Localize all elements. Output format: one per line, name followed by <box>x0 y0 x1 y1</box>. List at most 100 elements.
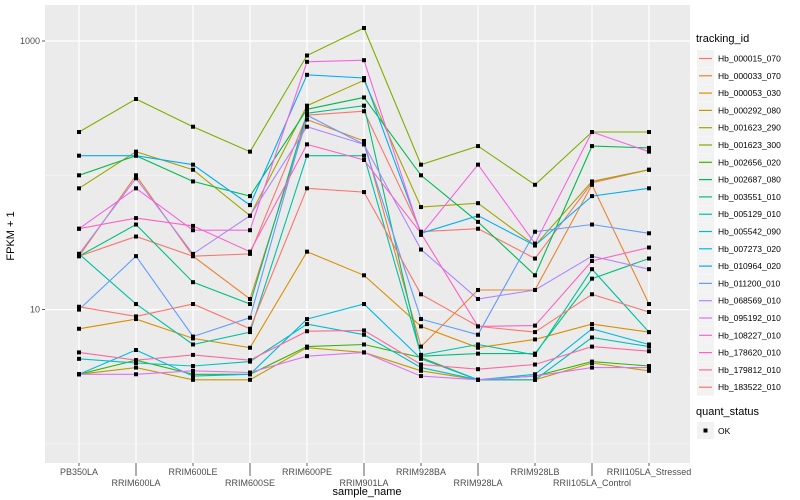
data-point <box>419 374 423 379</box>
legend-label: Hb_005542_090 <box>718 227 781 237</box>
data-point <box>419 317 423 322</box>
data-point <box>590 179 594 184</box>
data-point <box>134 96 138 101</box>
data-point <box>647 342 651 347</box>
data-point <box>191 334 195 339</box>
data-point <box>590 359 594 364</box>
x-tick-label: RRIM600LA <box>111 478 160 488</box>
data-point <box>362 25 366 30</box>
data-point <box>590 182 594 187</box>
data-point <box>647 349 651 354</box>
data-point <box>362 342 366 347</box>
x-axis-title: sample_name <box>332 486 401 498</box>
data-point <box>191 179 195 184</box>
data-point <box>476 287 480 292</box>
data-point <box>305 249 309 254</box>
data-point <box>248 370 252 375</box>
data-point <box>77 173 81 178</box>
data-point <box>191 368 195 373</box>
data-point <box>191 374 195 379</box>
data-point <box>647 130 651 135</box>
y-axis: 10 1000 <box>20 36 45 315</box>
data-point <box>647 368 651 373</box>
legend-title: tracking_id <box>696 33 749 45</box>
data-point <box>419 365 423 370</box>
data-point <box>362 142 366 147</box>
legend-label: Hb_183522_010 <box>718 382 781 392</box>
ok-point-icon <box>703 428 708 433</box>
data-point <box>647 167 651 172</box>
data-point <box>191 377 195 382</box>
data-point <box>647 145 651 150</box>
data-point <box>590 222 594 227</box>
data-point <box>362 78 366 83</box>
x-tick-label: RRII105LA_Stressed <box>607 467 692 477</box>
data-point <box>77 254 81 259</box>
data-point <box>248 315 252 320</box>
data-point <box>77 356 81 361</box>
data-point <box>533 287 537 292</box>
data-point <box>77 307 81 312</box>
legend-label: Hb_010964_020 <box>718 261 781 271</box>
data-point <box>590 326 594 331</box>
data-point <box>476 332 480 337</box>
data-point <box>305 186 309 191</box>
x-tick-label: RRIM928BA <box>396 467 446 477</box>
data-point <box>590 276 594 281</box>
data-point <box>362 350 366 355</box>
data-point <box>362 328 366 333</box>
data-point <box>647 365 651 370</box>
data-point <box>533 273 537 278</box>
data-point <box>590 267 594 272</box>
shape-legend-label-ok: OK <box>718 426 731 436</box>
data-point <box>590 144 594 149</box>
data-point <box>134 176 138 181</box>
data-point <box>419 231 423 236</box>
data-point <box>305 142 309 147</box>
data-point <box>134 153 138 158</box>
data-point <box>305 317 309 322</box>
data-point <box>191 364 195 369</box>
y-axis-title: FPKM + 1 <box>5 211 17 260</box>
data-point <box>476 201 480 206</box>
legend-label: Hb_003551_010 <box>718 192 781 202</box>
data-point <box>77 304 81 309</box>
data-point <box>305 72 309 77</box>
data-point <box>476 324 480 329</box>
data-point <box>248 213 252 218</box>
data-point <box>362 139 366 144</box>
legend-label: Hb_095192_010 <box>718 313 781 323</box>
data-point <box>134 365 138 370</box>
data-point <box>590 292 594 297</box>
data-point <box>191 302 195 307</box>
data-point <box>77 372 81 377</box>
data-point <box>248 249 252 254</box>
data-point <box>647 309 651 314</box>
data-point <box>590 365 594 370</box>
x-tick-label: RRIM901LA <box>339 478 388 488</box>
data-point <box>476 377 480 382</box>
data-point <box>248 345 252 350</box>
data-point <box>419 292 423 297</box>
data-point <box>248 358 252 363</box>
data-point <box>305 59 309 64</box>
data-point <box>134 314 138 319</box>
data-point <box>476 219 480 224</box>
data-point <box>362 273 366 278</box>
x-tick-label: RRIM600LE <box>168 467 217 477</box>
data-point <box>191 254 195 259</box>
data-point <box>77 350 81 355</box>
data-point <box>647 231 651 236</box>
data-point <box>647 186 651 191</box>
shape-legend-title: quant_status <box>696 406 759 418</box>
data-point <box>362 103 366 108</box>
data-point <box>134 317 138 322</box>
data-point <box>476 296 480 301</box>
data-point <box>647 330 651 335</box>
legend-label: Hb_000033_070 <box>718 71 781 81</box>
data-point <box>419 173 423 178</box>
data-point <box>77 251 81 256</box>
data-point <box>362 190 366 195</box>
data-point <box>419 352 423 357</box>
